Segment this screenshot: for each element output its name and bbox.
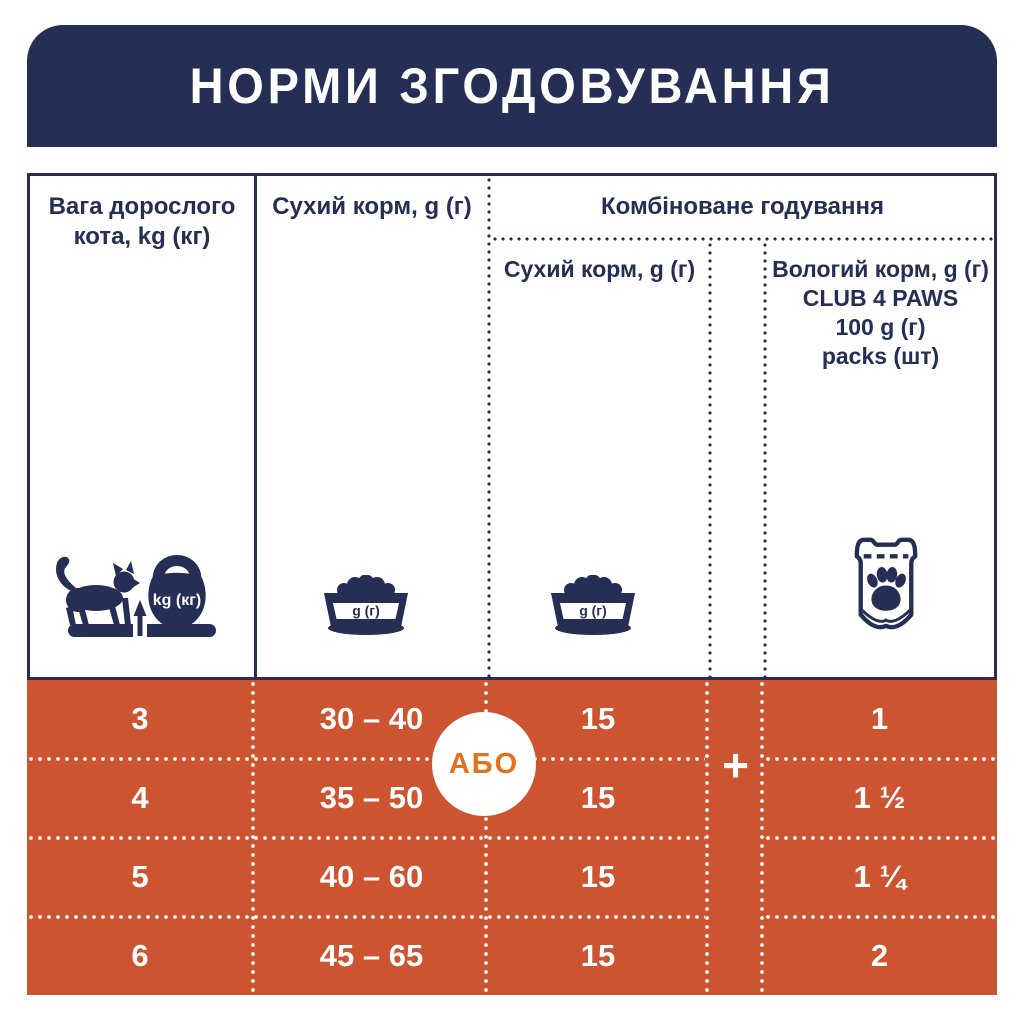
cat-weight-scale-icon: kg (кг): [56, 555, 216, 639]
pouch-fold-line: [860, 608, 912, 623]
cell-combined-dry-row2: 15: [580, 780, 616, 815]
cell-dry-row2: 35 – 50: [319, 780, 424, 815]
page-title: НОРМИ ЗГОДОВУВАННЯ: [189, 58, 835, 114]
dry-food-bowl-icon: g (г): [324, 575, 408, 635]
dry-food-column-header: Сухий корм, g (г): [272, 193, 472, 220]
cell-combined-dry-row1: 15: [580, 701, 616, 736]
grid-divider-plus-right: [760, 680, 764, 995]
cat-icon: [56, 556, 140, 625]
column-divider-solid: [254, 176, 257, 677]
wet-header-line2: CLUB 4 PAWS: [802, 285, 959, 311]
weight-header-line1: Вага дорослого: [48, 193, 236, 220]
weight-header-line2: кота, kg (кг): [73, 223, 211, 250]
wet-header-line4: packs (шт): [821, 343, 940, 369]
kettlebell-label: kg (кг): [153, 592, 201, 609]
title-banner: НОРМИ ЗГОДОВУВАННЯ: [27, 25, 997, 147]
plus-badge: +: [722, 739, 749, 791]
combined-feeding-header: Комбіноване годування: [600, 193, 885, 220]
row-separator-3-right: [764, 915, 997, 919]
cell-combined-wet-row4: 2: [870, 938, 889, 973]
wet-food-pouch-icon: [854, 537, 918, 630]
combined-wet-subheader: Вологий корм, g (г) CLUB 4 PAWS 100 g (г…: [767, 255, 994, 371]
kettlebell-icon: kg (кг): [148, 555, 206, 629]
column-divider-dotted: [487, 176, 491, 677]
row-separator-1-left: [27, 757, 705, 761]
paw-print-icon: [867, 567, 906, 611]
wet-header-line3: 100 g (г): [835, 314, 926, 340]
plus-column-divider-left: [708, 241, 712, 677]
bowl-label: g (г): [579, 603, 607, 619]
cell-weight-row1: 3: [131, 701, 149, 736]
feeding-data-grid: 3 30 – 40 15 1 4 35 – 50 15 1 ½ 5 40 – 6…: [27, 680, 997, 995]
pouch-outline: [854, 537, 918, 630]
combined-subheader-divider: [491, 237, 994, 241]
row-separator-2-left: [27, 836, 705, 840]
cell-combined-dry-row3: 15: [580, 859, 616, 894]
cell-dry-row3: 40 – 60: [319, 859, 424, 894]
header-table: Вага дорослого кота, kg (кг) Сухий корм,…: [27, 173, 997, 680]
cell-weight-row3: 5: [131, 859, 149, 894]
grid-divider-plus-left: [705, 680, 709, 995]
combined-dry-food-bowl-icon: g (г): [551, 575, 635, 635]
combined-dry-subheader: Сухий корм, g (г): [503, 256, 696, 282]
row-separator-1-right: [764, 757, 997, 761]
cell-combined-wet-row3: 1 ¼: [853, 859, 906, 894]
arrow-up-icon: [133, 600, 147, 639]
cell-dry-row4: 45 – 65: [319, 938, 424, 973]
bowl-label: g (г): [352, 603, 380, 619]
cell-weight-row4: 6: [131, 938, 149, 973]
cell-combined-wet-row2: 1 ½: [853, 780, 906, 815]
cell-combined-dry-row4: 15: [580, 938, 616, 973]
cell-weight-row2: 4: [131, 780, 149, 815]
or-badge-label: АБО: [448, 747, 520, 780]
cell-dry-row1: 30 – 40: [319, 701, 424, 736]
cell-combined-wet-row1: 1: [870, 701, 889, 736]
wet-header-line1: Вологий корм, g (г): [772, 256, 989, 282]
row-separator-3-left: [27, 915, 705, 919]
weight-column-header: Вага дорослого кота, kg (кг): [30, 192, 254, 252]
plus-column-divider-right: [763, 241, 767, 677]
or-badge: АБО: [432, 712, 536, 816]
row-separator-2-right: [764, 836, 997, 840]
